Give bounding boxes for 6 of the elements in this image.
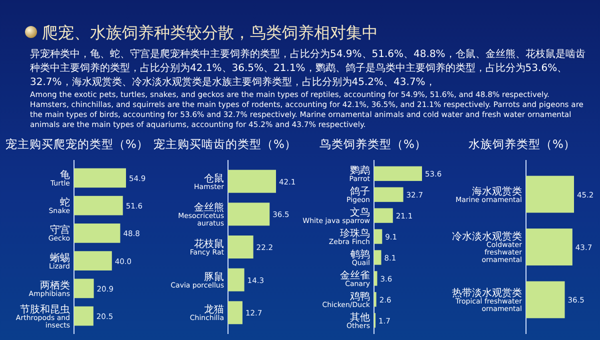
chart-title: 鸟类饲养类型（%）: [320, 137, 426, 151]
chart-title: 宠主购买啮齿的类型（%）: [154, 137, 296, 151]
text: 爬宠、水族饲养种类较分散，鸟类饲养相对集中: [42, 23, 378, 42]
text: 异宠种类中，龟、蛇、守宫是爬宠种类中主要饲养的类型，占比分为54.9%、51.6%、48.8%，仓鼠、金丝熊、花枝鼠是啮齿种类中主要饲养的类型，占比分别为42.1%、36.5%、21.1%，鹦鹉、鸽子是鸟类中主要饲养的类型，占比分为53.6%、32.7%，海水观赏类、冷水淡水观赏类是水族主要饲养类型，占比分别为45.2%、43.7%，: [30, 48, 586, 90]
chart-title: 水族饲养类型（%）: [468, 137, 576, 151]
chart-title: 宠主购买爬宠的类型（%）: [6, 137, 148, 151]
